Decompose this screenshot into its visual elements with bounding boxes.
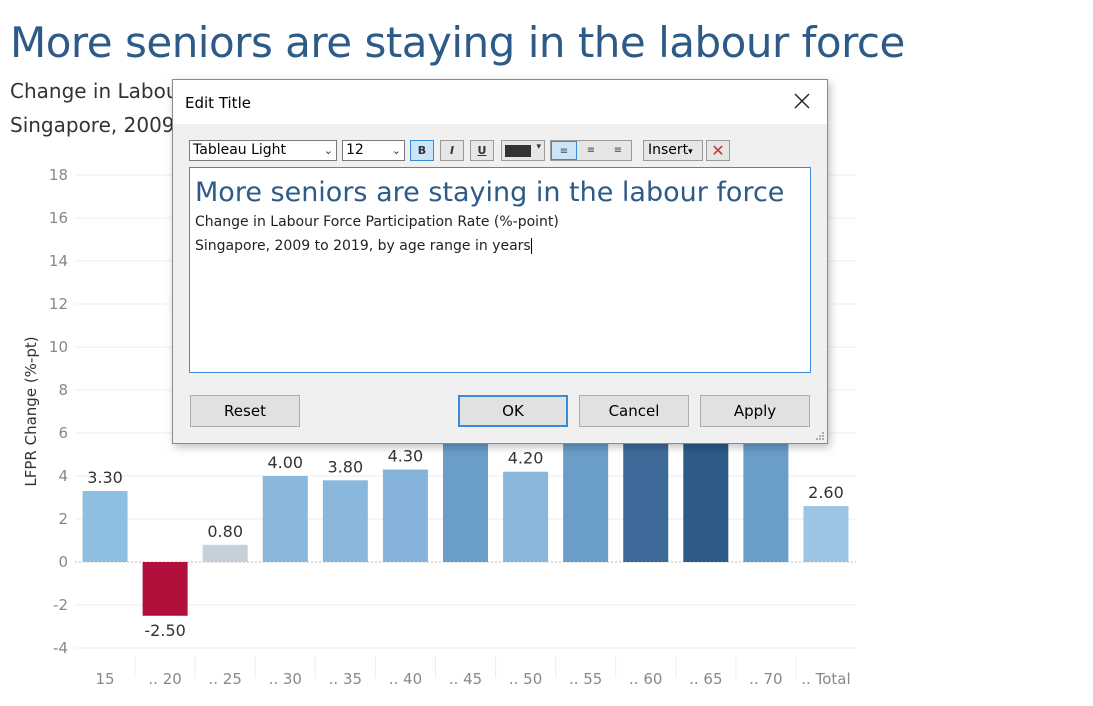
y-tick-label: 18 [49, 166, 68, 184]
bar [322, 480, 368, 562]
editor-line-2: Singapore, 2009 to 2019, by age range in… [195, 238, 532, 254]
font-size-select[interactable]: 12 ⌄ [342, 140, 405, 161]
data-label: 3.30 [87, 468, 123, 487]
title-editor[interactable]: More seniors are staying in the labour f… [189, 167, 811, 373]
y-tick-label: -4 [53, 639, 68, 657]
data-label: 3.80 [328, 457, 364, 476]
bar [202, 544, 248, 562]
data-label: 0.80 [207, 522, 243, 541]
color-swatch [505, 145, 531, 157]
x-tick-label: .. 70 [749, 670, 782, 688]
chevron-down-icon: ⌄ [391, 144, 401, 157]
x-tick-label: .. Total [801, 670, 850, 688]
clear-format-icon[interactable]: ✕ [706, 140, 730, 161]
font-family-value: Tableau Light [193, 142, 287, 158]
x-tick-label: .. 20 [148, 670, 181, 688]
data-label: -2.50 [144, 621, 185, 640]
font-family-select[interactable]: Tableau Light ⌄ [189, 140, 337, 161]
y-tick-label: 14 [49, 252, 68, 270]
y-tick-label: 6 [58, 424, 68, 442]
editor-line-2-text: Singapore, 2009 to 2019, by age range in… [195, 238, 531, 254]
bold-button[interactable]: B [410, 140, 434, 161]
close-icon[interactable] [791, 90, 813, 112]
font-color-button[interactable]: ▾ [501, 140, 545, 161]
dialog-titlebar: Edit Title [173, 80, 827, 124]
reset-button[interactable]: Reset [190, 395, 300, 427]
bar [382, 469, 428, 562]
align-center-icon[interactable]: ≡ [586, 145, 596, 156]
x-tick-label: .. 65 [689, 670, 722, 688]
font-size-value: 12 [346, 142, 364, 158]
y-tick-label: 4 [58, 467, 68, 485]
x-tick-label: .. 25 [208, 670, 241, 688]
editor-title-text: More seniors are staying in the labour f… [195, 177, 785, 208]
insert-label: Insert [648, 142, 689, 158]
resize-grip-icon[interactable] [815, 431, 825, 441]
bar [262, 476, 308, 562]
bar [503, 471, 549, 562]
align-right-icon[interactable]: ≡ [613, 145, 623, 156]
x-tick-label: .. 50 [509, 670, 542, 688]
chevron-down-icon: ⌄ [323, 144, 333, 157]
underline-button[interactable]: U [470, 140, 494, 161]
italic-button[interactable]: I [440, 140, 464, 161]
alignment-group: ≡ ≡ ≡ [550, 140, 632, 161]
y-tick-label: 2 [58, 510, 68, 528]
x-tick-label: .. 55 [569, 670, 602, 688]
x-tick-label: .. 30 [269, 670, 302, 688]
align-left-icon[interactable]: ≡ [551, 141, 577, 160]
ok-button[interactable]: OK [458, 395, 568, 427]
y-tick-label: 0 [58, 553, 68, 571]
bar [142, 562, 188, 616]
editor-line-1: Change in Labour Force Participation Rat… [195, 214, 559, 230]
x-tick-label: .. 45 [449, 670, 482, 688]
bar [82, 491, 128, 562]
y-tick-label: 8 [58, 381, 68, 399]
apply-button[interactable]: Apply [700, 395, 810, 427]
cancel-button[interactable]: Cancel [579, 395, 689, 427]
x-tick-label: .. 40 [389, 670, 422, 688]
page-title: More seniors are staying in the labour f… [10, 18, 905, 67]
y-tick-label: 12 [49, 295, 68, 313]
edit-title-dialog: Edit Title Tableau Light ⌄ 12 ⌄ B I U ▾ … [172, 79, 828, 444]
x-tick-label: 15 [95, 670, 114, 688]
chevron-down-icon: ▾ [536, 142, 541, 152]
data-label: 4.20 [508, 449, 544, 468]
data-label: 4.00 [267, 453, 303, 472]
x-tick-label: .. 35 [329, 670, 362, 688]
data-label: 4.30 [388, 447, 424, 466]
y-tick-label: 10 [49, 338, 68, 356]
text-caret [530, 238, 532, 254]
insert-button[interactable]: Insert▾ [643, 140, 703, 161]
y-tick-label: -2 [53, 596, 68, 614]
y-axis-title: LFPR Change (%-pt) [22, 336, 40, 486]
chevron-down-icon: ▾ [688, 147, 693, 157]
data-label: 2.60 [808, 483, 844, 502]
dialog-title: Edit Title [185, 94, 251, 112]
x-tick-label: .. 60 [629, 670, 662, 688]
y-tick-label: 16 [49, 209, 68, 227]
bar [803, 506, 849, 562]
